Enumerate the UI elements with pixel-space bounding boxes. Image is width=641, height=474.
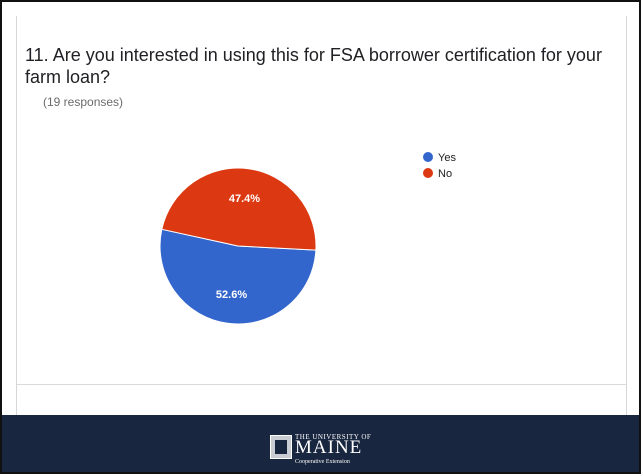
legend-label-yes: Yes	[438, 152, 456, 164]
logo-maine-text: MAINE	[295, 437, 363, 458]
logo-extension-text: Cooperative Extension	[295, 459, 350, 465]
question-title: 11. Are you interested in using this for…	[25, 45, 602, 87]
pie-slice-labels: 52.6% 47.4%	[216, 193, 260, 301]
seal-icon	[270, 435, 292, 459]
chart-legend: Yes No	[423, 152, 456, 180]
logo-university-text: THE UNIVERSITY OF	[295, 433, 372, 441]
card-divider	[17, 384, 626, 385]
form-summary-card: 11. Are you interested in using this for…	[16, 16, 627, 416]
legend-label-no: No	[438, 168, 452, 180]
legend-swatch-yes	[423, 152, 433, 162]
pie-slice-no	[161, 167, 317, 251]
university-of-maine-logo: THE UNIVERSITY OF MAINE Cooperative Exte…	[270, 433, 394, 469]
legend-swatch-no	[423, 168, 433, 178]
pie-slices	[159, 167, 317, 325]
footer-bar: THE UNIVERSITY OF MAINE Cooperative Exte…	[2, 415, 639, 472]
pie-chart: 52.6% 47.4% Yes No	[159, 152, 456, 325]
pie-slice-yes	[159, 228, 317, 325]
slice-label-no: 47.4%	[229, 193, 260, 205]
response-count: (19 responses)	[43, 95, 124, 109]
slice-label-yes: 52.6%	[216, 289, 247, 301]
